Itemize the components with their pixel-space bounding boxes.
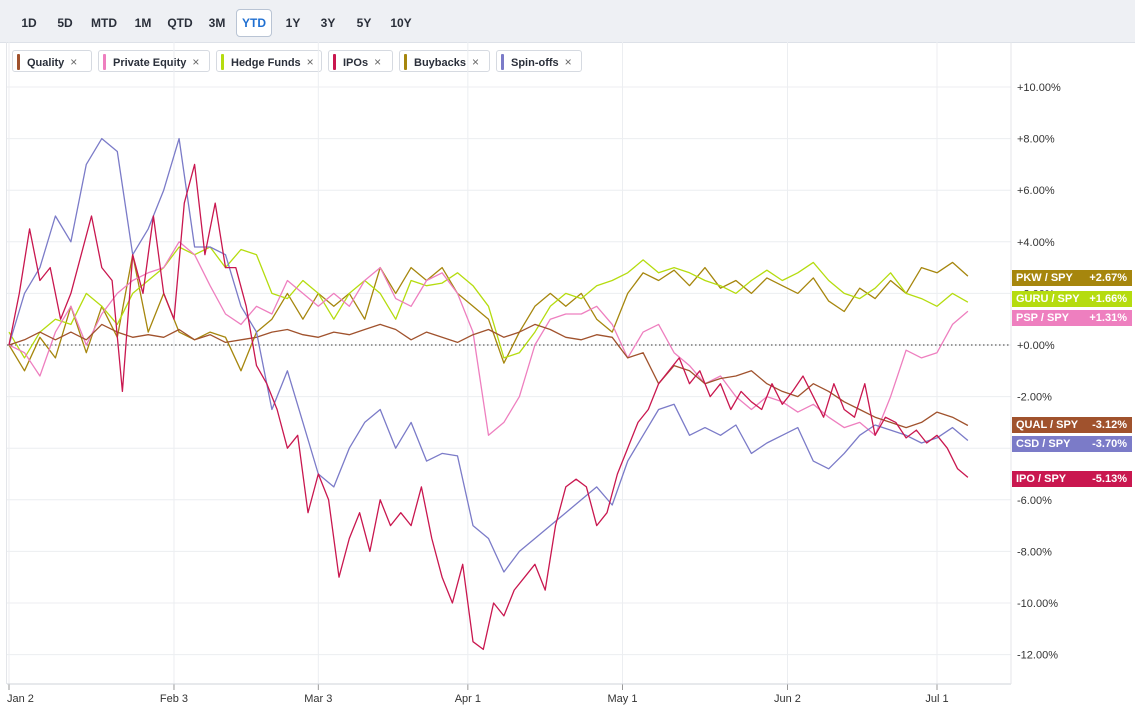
range-button-5y[interactable]: 5Y [356, 16, 372, 30]
series-line[interactable] [8, 254, 969, 372]
legend-label: Hedge Funds [231, 57, 301, 69]
remove-series-icon[interactable]: × [70, 55, 78, 69]
legend-swatch [17, 54, 20, 70]
series-value-tag: PKW / SPY +2.67% [1012, 270, 1132, 286]
y-tick-label: -10.00% [1017, 598, 1058, 610]
chart-area: +10.00%+8.00%+6.00%+4.00%+2.00%+0.00%-2.… [6, 42, 1061, 705]
remove-series-icon[interactable]: × [306, 55, 314, 69]
legend-chip[interactable]: Private Equity × [98, 50, 210, 72]
legend-label: Private Equity [113, 57, 187, 69]
legend-swatch [221, 54, 224, 70]
x-tick-label: Jul 1 [925, 693, 948, 705]
range-button-1m[interactable]: 1M [134, 16, 152, 30]
tag-series-name: PKW / SPY [1016, 272, 1073, 284]
range-button-1d[interactable]: 1D [21, 16, 37, 30]
legend-swatch [404, 54, 407, 70]
x-tick-label: Apr 1 [455, 693, 481, 705]
y-tick-label: -6.00% [1017, 495, 1052, 507]
y-tick-label: +10.00% [1017, 82, 1061, 94]
legend-chip[interactable]: IPOs × [328, 50, 393, 72]
x-tick-label: May 1 [608, 693, 638, 705]
series-value-tag: GURU / SPY +1.66% [1012, 291, 1132, 307]
legend-chip[interactable]: Quality × [12, 50, 92, 72]
range-button-10y[interactable]: 10Y [390, 16, 412, 30]
legend-label: Buybacks [414, 57, 466, 69]
series-line[interactable] [8, 323, 969, 429]
tag-series-value: -5.13% [1092, 473, 1127, 485]
series-line[interactable] [8, 137, 969, 573]
remove-series-icon[interactable]: × [564, 55, 572, 69]
range-button-qtd[interactable]: QTD [167, 16, 193, 30]
series-line[interactable] [8, 241, 969, 436]
series-value-tag: PSP / SPY +1.31% [1012, 310, 1132, 326]
series-line[interactable] [8, 163, 969, 651]
range-button-ytd[interactable]: YTD [236, 9, 272, 37]
remove-series-icon[interactable]: × [471, 55, 479, 69]
y-tick-label: -2.00% [1017, 392, 1052, 404]
y-tick-label: -12.00% [1017, 650, 1058, 662]
x-tick-label: Feb 3 [160, 693, 188, 705]
y-tick-label: +6.00% [1017, 185, 1055, 197]
tag-series-value: -3.12% [1092, 419, 1127, 431]
x-tick-label: Jan 2 [7, 693, 34, 705]
legend-swatch [333, 54, 336, 70]
x-tick-label: Jun 2 [774, 693, 801, 705]
time-range-toolbar: 1D 5D MTD 1M QTD 3M YTD 1Y 3Y 5Y 10Y [0, 0, 1135, 43]
series-value-tag: QUAL / SPY -3.12% [1012, 417, 1132, 433]
tag-series-value: +1.31% [1089, 312, 1127, 324]
series-value-tag: IPO / SPY -5.13% [1012, 471, 1132, 487]
legend-chip[interactable]: Buybacks × [399, 50, 490, 72]
tag-series-value: +1.66% [1089, 293, 1127, 305]
y-tick-label: +8.00% [1017, 134, 1055, 146]
y-tick-label: -8.00% [1017, 546, 1052, 558]
tag-series-value: -3.70% [1092, 438, 1127, 450]
tag-series-value: +2.67% [1089, 272, 1127, 284]
tag-series-name: QUAL / SPY [1016, 419, 1079, 431]
legend-swatch [103, 54, 106, 70]
range-button-1y[interactable]: 1Y [285, 16, 301, 30]
series-value-tag: CSD / SPY -3.70% [1012, 436, 1132, 452]
series-line[interactable] [8, 246, 969, 359]
legend-chip[interactable]: Hedge Funds × [216, 50, 322, 72]
y-tick-label: +4.00% [1017, 237, 1055, 249]
range-button-3m[interactable]: 3M [208, 16, 226, 30]
x-tick-label: Mar 3 [304, 693, 332, 705]
tag-series-name: GURU / SPY [1016, 293, 1080, 305]
y-tick-label: +0.00% [1017, 340, 1055, 352]
legend-label: Quality [27, 57, 65, 69]
range-button-mtd[interactable]: MTD [91, 16, 117, 30]
tag-series-name: PSP / SPY [1016, 312, 1069, 324]
range-button-3y[interactable]: 3Y [320, 16, 336, 30]
legend-chip[interactable]: Spin-offs × [496, 50, 582, 72]
legend-swatch [501, 54, 504, 70]
legend-label: Spin-offs [511, 57, 559, 69]
tag-series-name: CSD / SPY [1016, 438, 1071, 450]
remove-series-icon[interactable]: × [192, 55, 200, 69]
tag-series-name: IPO / SPY [1016, 473, 1067, 485]
line-chart: +10.00%+8.00%+6.00%+4.00%+2.00%+0.00%-2.… [7, 42, 1061, 705]
legend-label: IPOs [343, 57, 369, 69]
remove-series-icon[interactable]: × [374, 55, 382, 69]
range-button-5d[interactable]: 5D [57, 16, 73, 30]
